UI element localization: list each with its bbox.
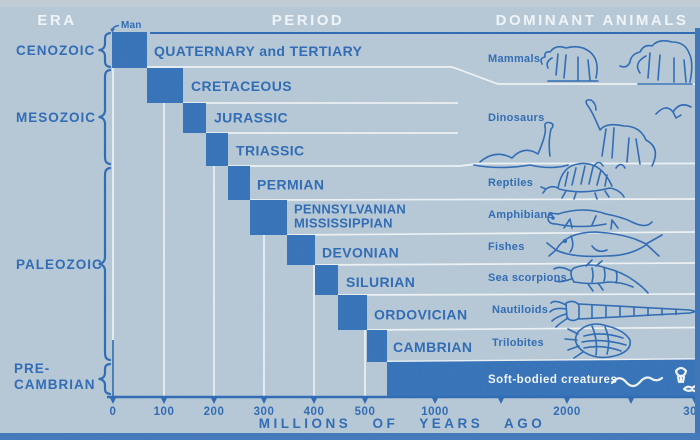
- paper-texture: [0, 0, 700, 440]
- textbook-figure: 0 100 200 300 400 500 1000 2000 3000 MIL…: [0, 0, 700, 440]
- geologic-time-chart: 0 100 200 300 400 500 1000 2000 3000 MIL…: [0, 0, 700, 440]
